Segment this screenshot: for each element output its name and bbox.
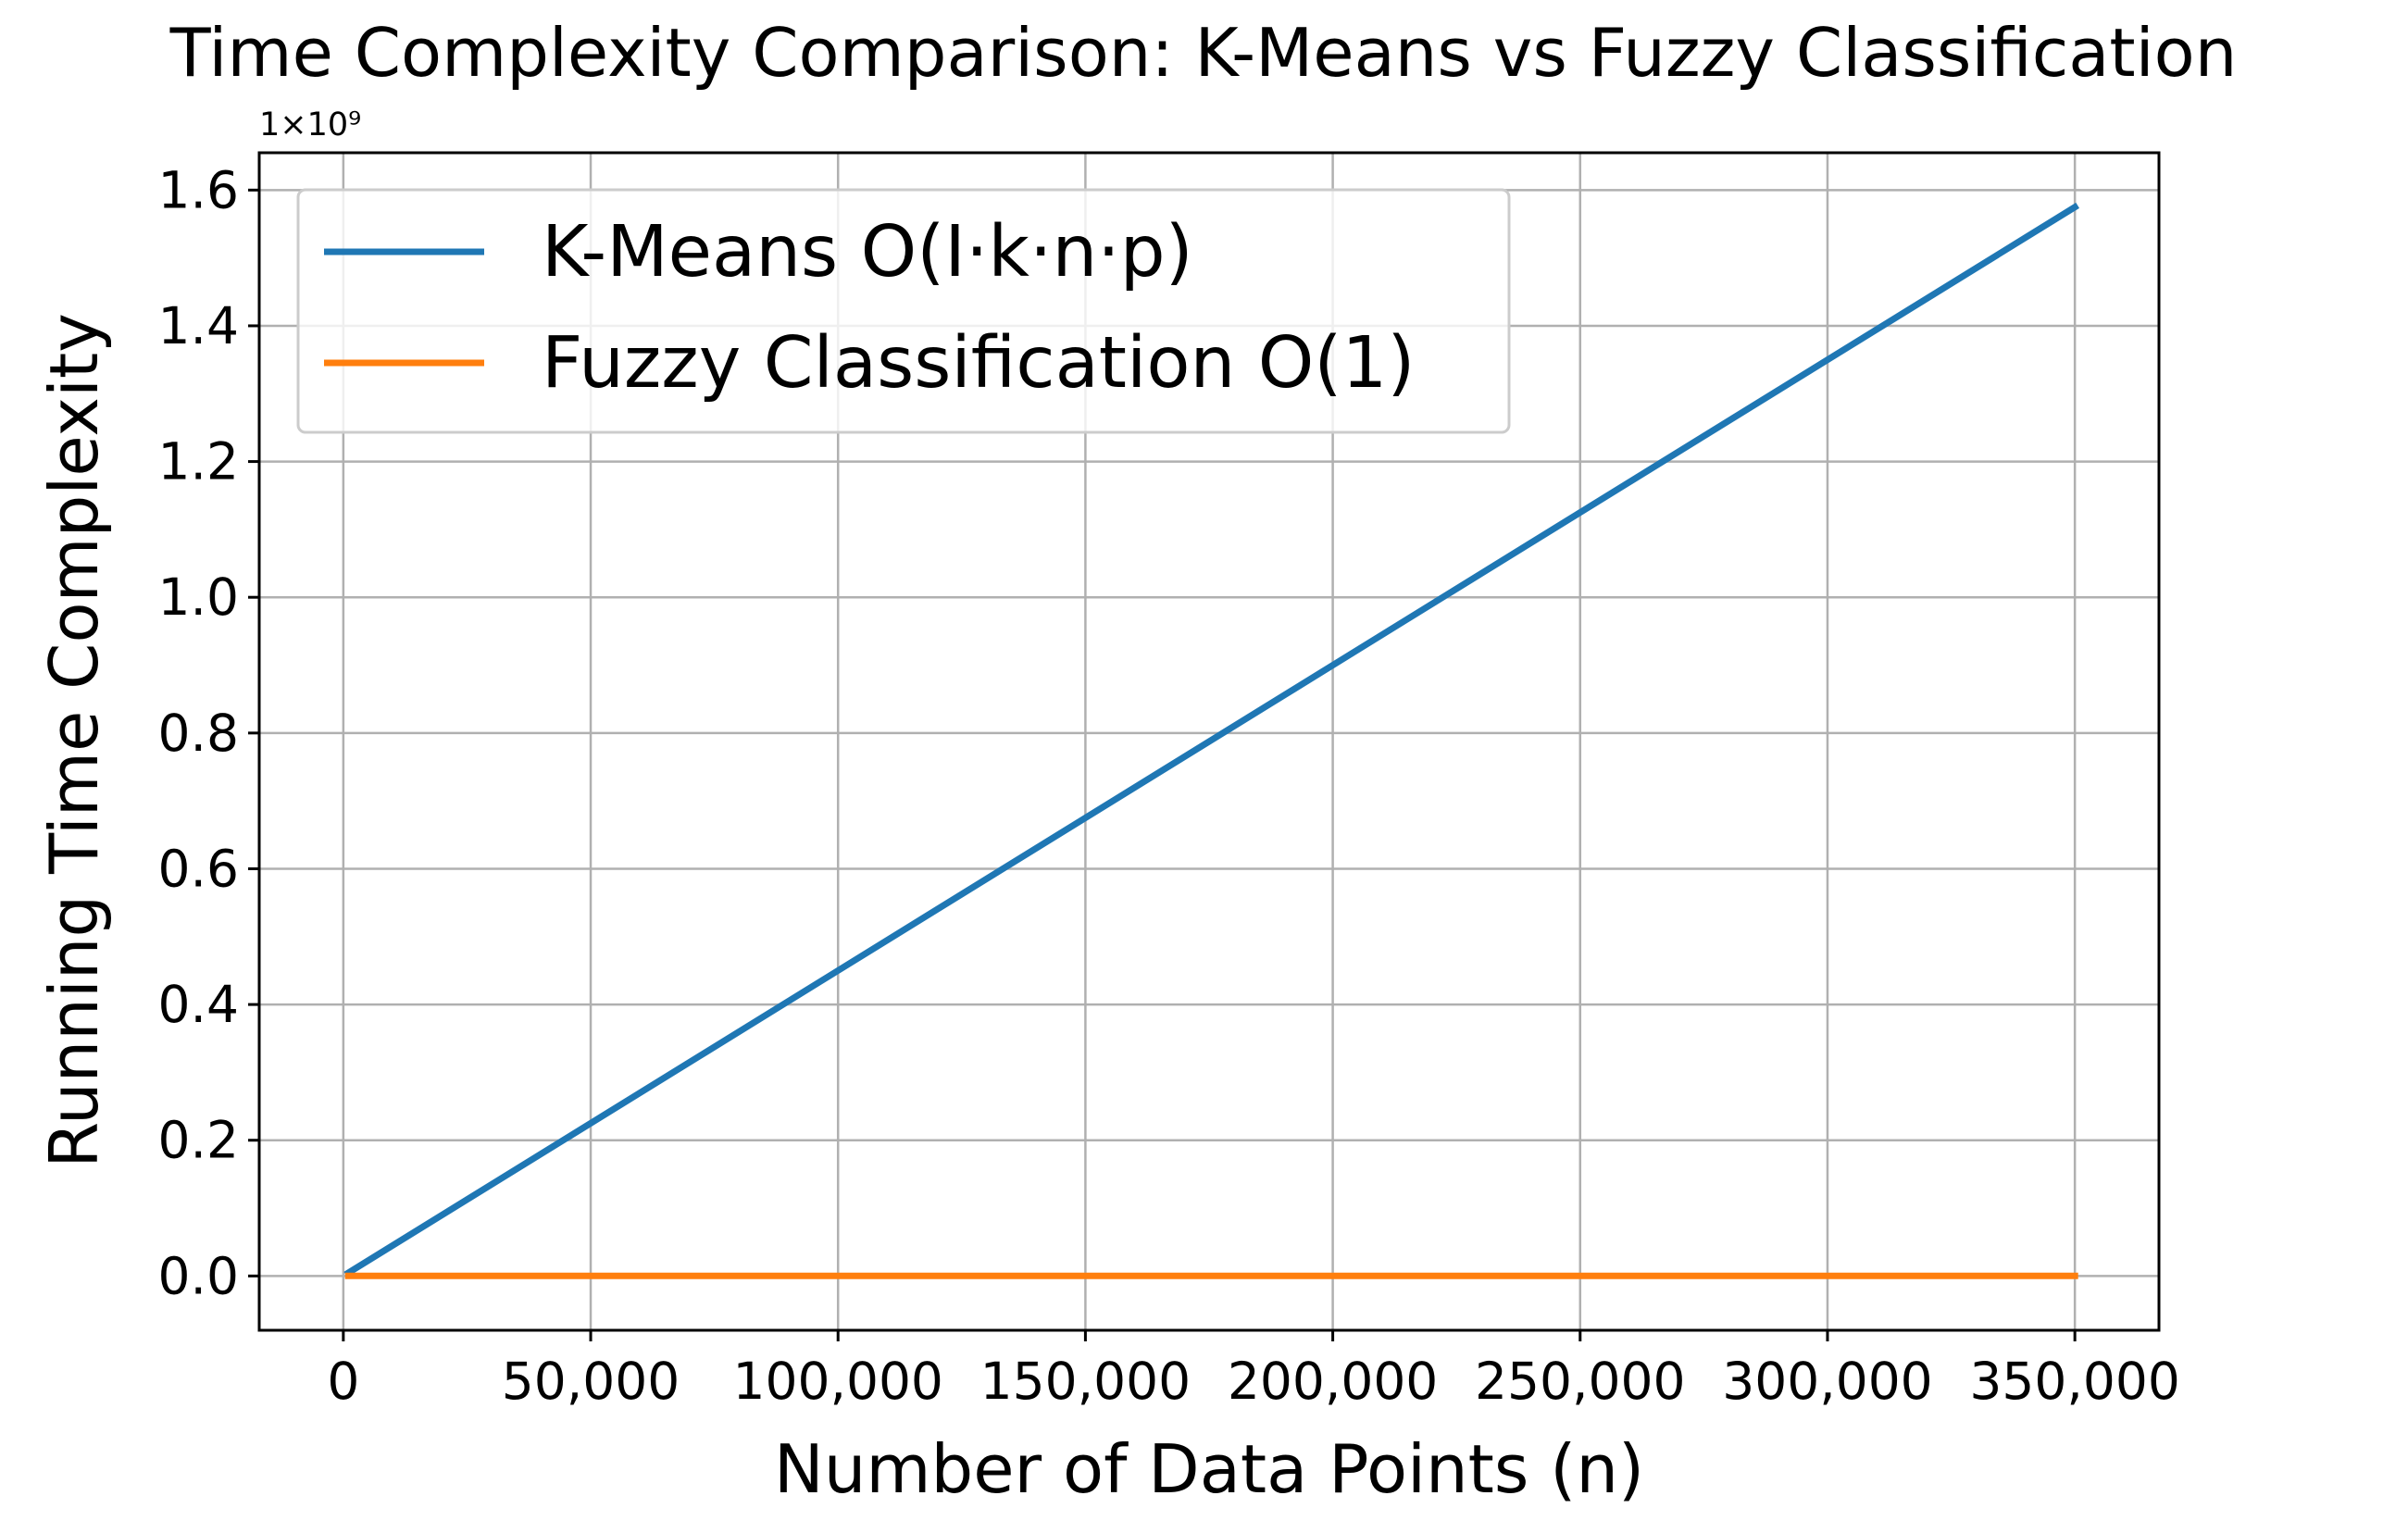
- x-tick-label: 200,000: [1228, 1352, 1438, 1411]
- y-axis-offset-label: 1×10⁹: [259, 106, 361, 143]
- y-axis-label: Running Time Complexity: [35, 313, 113, 1168]
- x-axis-label: Number of Data Points (n): [774, 1430, 1644, 1508]
- kmeans-series-line: [343, 202, 2080, 1278]
- series-lines: [343, 202, 2080, 1279]
- y-tick-label: 1.6: [158, 160, 239, 219]
- y-axis-ticks: 0.0 0.2 0.4 0.6 0.8 1.0 1.2 1.4 1.6: [158, 160, 259, 1305]
- y-tick-label: 1.2: [158, 432, 239, 492]
- y-tick-label: 1.4: [158, 296, 239, 355]
- y-tick-label: 0.4: [158, 975, 239, 1034]
- legend-box: [296, 188, 1511, 434]
- x-tick-label: 50,000: [502, 1352, 680, 1411]
- legend-label-fuzzy: Fuzzy Classification O(1): [542, 322, 1415, 405]
- x-tick-label: 0: [327, 1352, 359, 1411]
- x-tick-label: 150,000: [980, 1352, 1191, 1411]
- plot-frame: [257, 151, 2161, 1332]
- x-tick-label: 300,000: [1722, 1352, 1932, 1411]
- x-axis-ticks: 0 50,000 100,000 150,000 200,000 250,000 300,0…: [327, 1330, 2180, 1411]
- x-tick-label: 250,000: [1475, 1352, 1685, 1411]
- y-tick-label: 0.6: [158, 839, 239, 898]
- y-tick-label: 0.2: [158, 1111, 239, 1170]
- x-tick-label: 350,000: [1969, 1352, 2179, 1411]
- y-tick-label: 1.0: [158, 567, 239, 627]
- y-tick-label: 0.0: [158, 1246, 239, 1305]
- chart-title: Time Complexity Comparison: K-Means vs F…: [169, 14, 2238, 92]
- legend: K-Means O(I·k·n·p) Fuzzy Classification …: [296, 188, 1511, 434]
- y-tick-label: 0.8: [158, 704, 239, 763]
- legend-label-kmeans: K-Means O(I·k·n·p): [542, 211, 1193, 293]
- x-tick-label: 100,000: [732, 1352, 942, 1411]
